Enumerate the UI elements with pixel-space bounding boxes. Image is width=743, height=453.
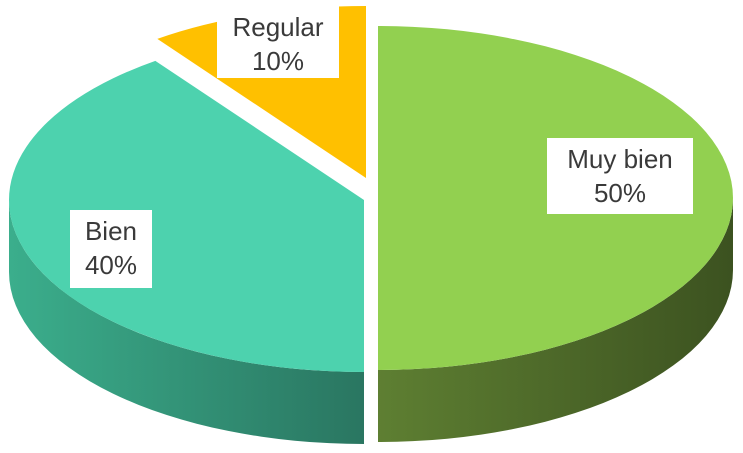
pie-slice-side [9, 200, 364, 444]
data-label-box [70, 210, 152, 288]
slice-percent-label: 40% [85, 250, 137, 280]
slice-percent-label: 50% [594, 178, 646, 208]
pie-slice-muy-bien [378, 26, 733, 442]
slice-category-label: Bien [85, 216, 137, 246]
pie-slice-side [378, 198, 733, 442]
pie-labels: Muy bien 50% Bien 40% Regular 10% [70, 6, 693, 288]
pie-slice-top [8, 60, 364, 373]
pie-slice-bien [8, 60, 364, 444]
data-label-regular: Regular 10% [217, 6, 339, 78]
data-label-bien: Bien 40% [70, 210, 152, 288]
data-label-muy-bien: Muy bien 50% [547, 138, 693, 214]
slice-category-label: Muy bien [567, 144, 673, 174]
slice-percent-label: 10% [252, 46, 304, 76]
data-label-box [217, 6, 339, 78]
slice-category-label: Regular [232, 12, 323, 42]
data-label-box [547, 138, 693, 214]
